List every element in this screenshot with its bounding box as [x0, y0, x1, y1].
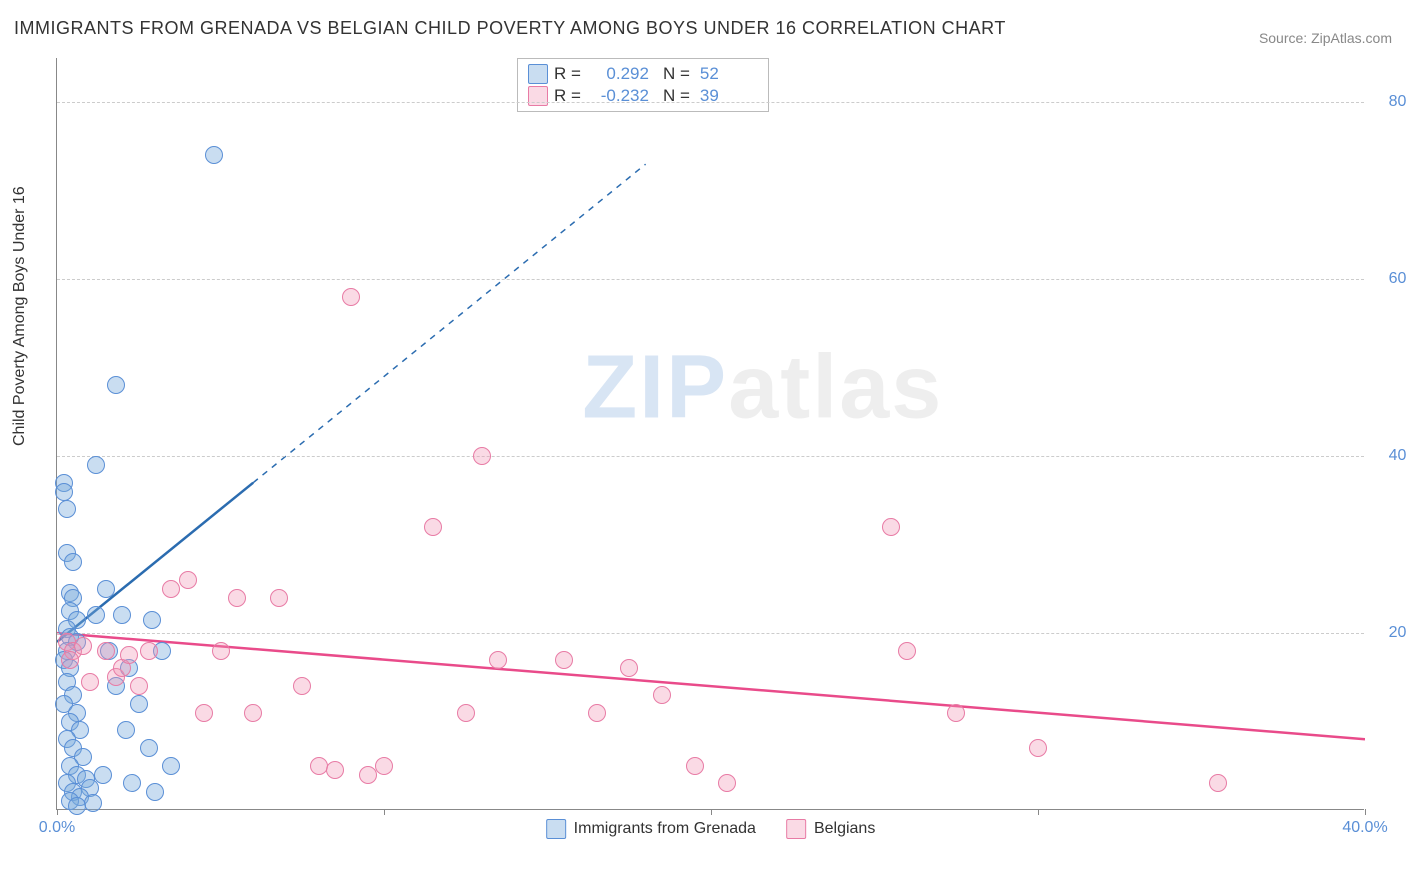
y-tick-label: 40.0%	[1374, 447, 1406, 465]
gridline	[57, 633, 1364, 634]
data-point	[293, 677, 311, 695]
gridline	[57, 456, 1364, 457]
data-point	[123, 774, 141, 792]
data-point	[1029, 739, 1047, 757]
stats-row: R =-0.232N =39	[528, 85, 758, 107]
x-tick	[1365, 809, 1366, 815]
data-point	[947, 704, 965, 722]
data-point	[326, 761, 344, 779]
data-point	[143, 611, 161, 629]
data-point	[64, 553, 82, 571]
data-point	[87, 456, 105, 474]
data-point	[107, 376, 125, 394]
data-point	[179, 571, 197, 589]
data-point	[140, 739, 158, 757]
data-point	[162, 757, 180, 775]
stats-legend: R =0.292N =52R =-0.232N =39	[517, 58, 769, 112]
data-point	[424, 518, 442, 536]
data-point	[97, 580, 115, 598]
legend-swatch	[528, 64, 548, 84]
data-point	[68, 797, 86, 815]
y-axis-label: Child Poverty Among Boys Under 16	[11, 186, 29, 446]
data-point	[588, 704, 606, 722]
data-point	[113, 606, 131, 624]
data-point	[140, 642, 158, 660]
gridline	[57, 102, 1364, 103]
stats-row: R =0.292N =52	[528, 63, 758, 85]
data-point	[87, 606, 105, 624]
gridline	[57, 279, 1364, 280]
data-point	[342, 288, 360, 306]
data-point	[97, 642, 115, 660]
chart-title: IMMIGRANTS FROM GRENADA VS BELGIAN CHILD…	[14, 18, 1006, 39]
watermark: ZIPatlas	[582, 337, 943, 440]
scatter-chart: ZIPatlas R =0.292N =52R =-0.232N =39 Imm…	[56, 58, 1364, 810]
data-point	[117, 721, 135, 739]
legend-swatch	[786, 819, 806, 839]
data-point	[898, 642, 916, 660]
data-point	[94, 766, 112, 784]
x-tick	[57, 809, 58, 815]
data-point	[270, 589, 288, 607]
series-legend: Immigrants from Grenada Belgians	[546, 819, 876, 839]
data-point	[120, 646, 138, 664]
data-point	[81, 673, 99, 691]
data-point	[146, 783, 164, 801]
y-tick-label: 80.0%	[1374, 93, 1406, 111]
data-point	[473, 447, 491, 465]
data-point	[555, 651, 573, 669]
y-tick-label: 20.0%	[1374, 624, 1406, 642]
data-point	[74, 637, 92, 655]
source-attribution: Source: ZipAtlas.com	[1259, 30, 1392, 46]
y-tick-label: 60.0%	[1374, 270, 1406, 288]
data-point	[84, 794, 102, 812]
legend-item: Belgians	[786, 819, 875, 839]
data-point	[244, 704, 262, 722]
data-point	[1209, 774, 1227, 792]
data-point	[61, 651, 79, 669]
data-point	[620, 659, 638, 677]
legend-label: Belgians	[814, 820, 875, 838]
data-point	[55, 483, 73, 501]
data-point	[228, 589, 246, 607]
x-tick	[711, 809, 712, 815]
data-point	[310, 757, 328, 775]
data-point	[130, 677, 148, 695]
x-tick-label: 0.0%	[39, 819, 75, 837]
data-point	[686, 757, 704, 775]
data-point	[375, 757, 393, 775]
data-point	[882, 518, 900, 536]
legend-swatch	[546, 819, 566, 839]
data-point	[58, 500, 76, 518]
data-point	[718, 774, 736, 792]
data-point	[489, 651, 507, 669]
data-point	[457, 704, 475, 722]
data-point	[653, 686, 671, 704]
x-tick	[1038, 809, 1039, 815]
legend-item: Immigrants from Grenada	[546, 819, 756, 839]
data-point	[195, 704, 213, 722]
legend-label: Immigrants from Grenada	[574, 820, 756, 838]
data-point	[162, 580, 180, 598]
x-tick-label: 40.0%	[1342, 819, 1387, 837]
x-tick	[384, 809, 385, 815]
data-point	[205, 146, 223, 164]
trend-lines	[57, 58, 1365, 810]
data-point	[212, 642, 230, 660]
data-point	[130, 695, 148, 713]
data-point	[359, 766, 377, 784]
